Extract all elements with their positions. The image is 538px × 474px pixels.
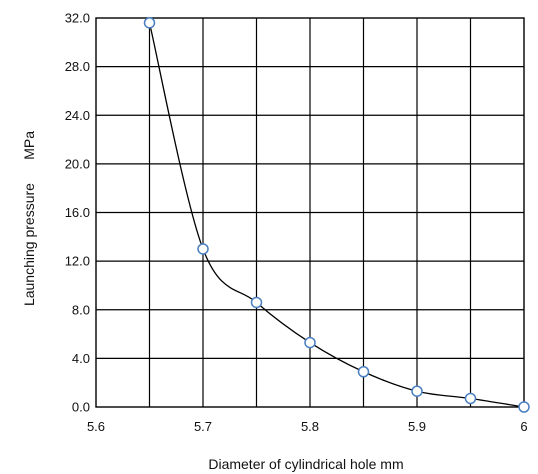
data-point	[304, 336, 316, 349]
plot-frame	[95, 17, 525, 408]
x-tick-label: 6	[520, 419, 527, 434]
x-tick-label: 5.9	[408, 419, 426, 434]
data-point	[357, 365, 370, 378]
y-tick-label: 28.0	[65, 59, 90, 74]
data-point	[143, 17, 156, 29]
data-points	[143, 17, 530, 413]
y-tick-label: 20.0	[65, 156, 90, 171]
data-point	[197, 243, 209, 255]
y-axis-title: Launching pressure MPa	[21, 131, 37, 306]
x-axis-title: Diameter of cylindrical hole mm	[208, 456, 403, 472]
x-tick-labels: 5.6 5.7 5.8 5.9 6	[87, 419, 528, 434]
data-point	[518, 401, 530, 413]
y-tick-label: 4.0	[72, 351, 90, 366]
x-tick-label: 5.7	[194, 419, 212, 434]
y-tick-label: 32.0	[65, 11, 90, 26]
y-tick-label: 12.0	[65, 254, 90, 269]
y-tick-label: 0.0	[72, 400, 90, 415]
data-point	[464, 392, 477, 405]
x-tick-label: 5.8	[301, 419, 319, 434]
x-tick-label: 5.6	[87, 419, 105, 434]
grid-lines	[96, 18, 524, 407]
y-tick-labels: 0.0 4.0 8.0 12.0 16.0 20.0 24.0 28.0 32.0	[65, 11, 90, 415]
data-point	[250, 296, 263, 309]
y-tick-label: 8.0	[72, 302, 90, 317]
y-tick-label: 24.0	[65, 108, 90, 123]
series-line	[148, 22, 525, 408]
data-point	[411, 385, 423, 397]
y-tick-label: 16.0	[65, 205, 90, 220]
